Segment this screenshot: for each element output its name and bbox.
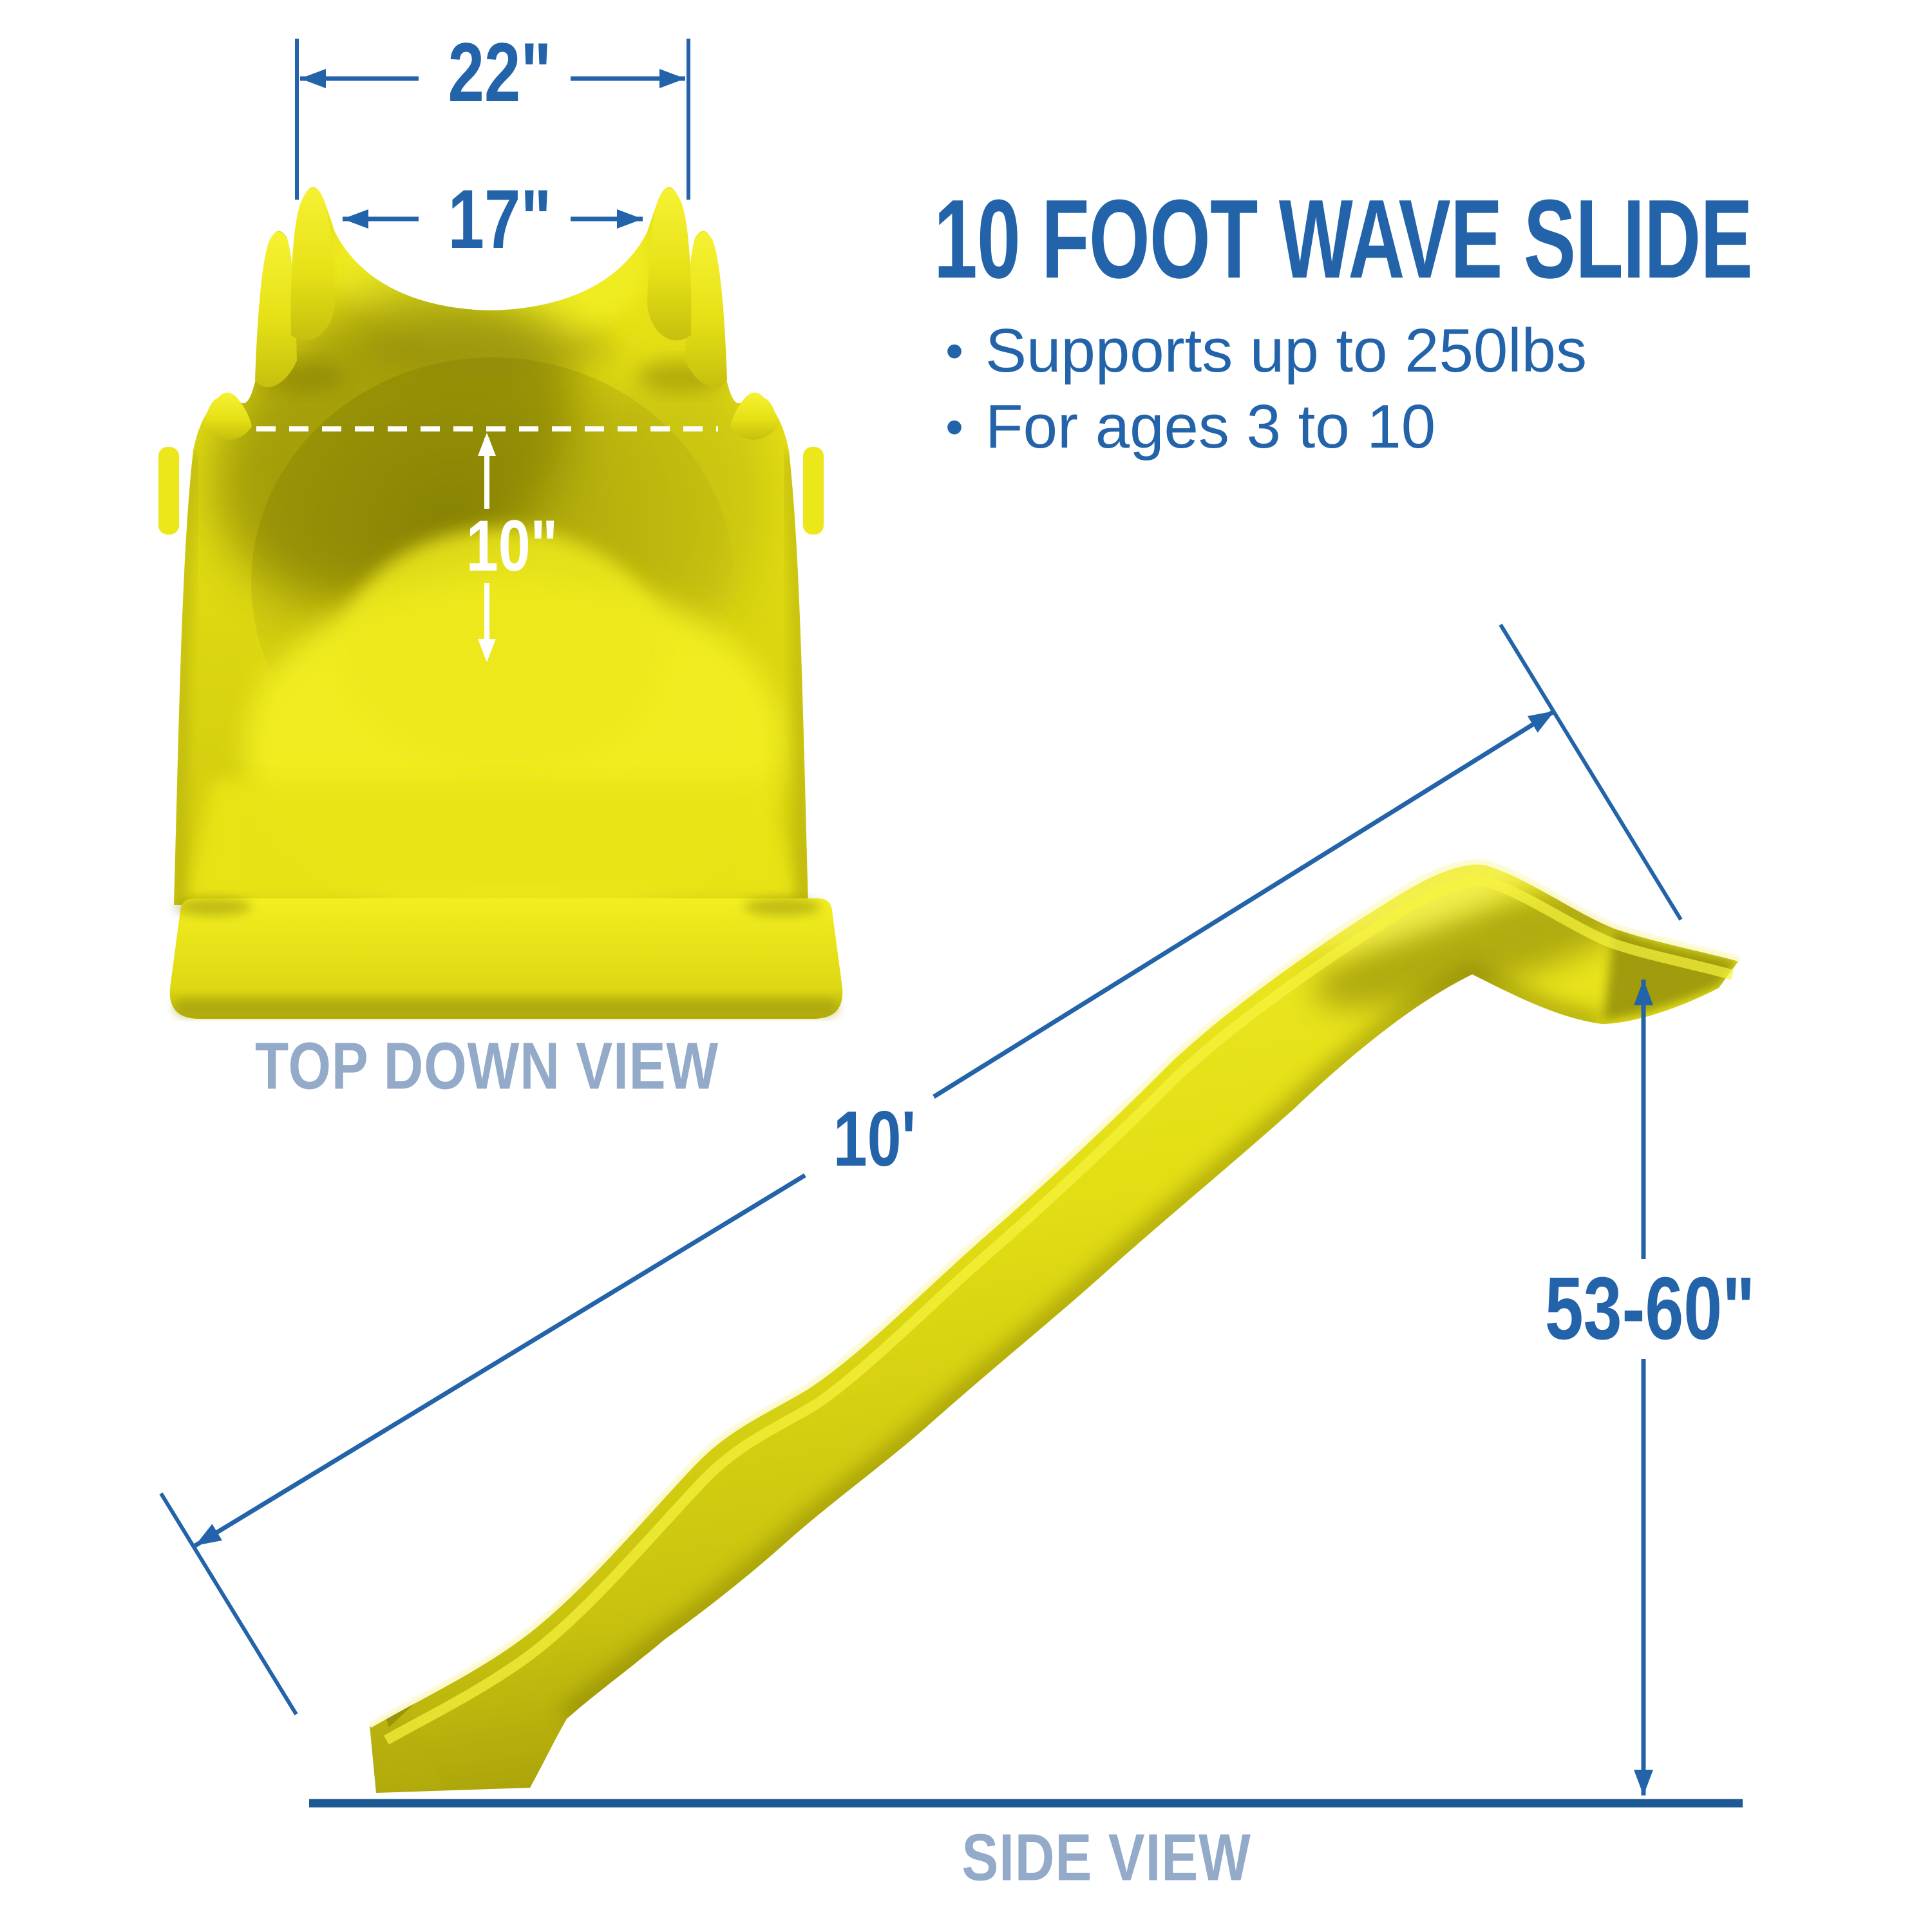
feature-item-label: For ages 3 to 10 <box>985 392 1436 461</box>
feature-list: • Supports up to 250lbs • For ages 3 to … <box>945 313 1587 465</box>
depth-dimension-graphics <box>256 426 718 662</box>
extension-line-top <box>1499 623 1683 921</box>
slide-top-edge-highlight <box>368 858 1741 1728</box>
top-down-view-illustration <box>158 187 843 1019</box>
dimension-label-height-range: 53-60" <box>1544 1259 1756 1358</box>
top-down-base-plate <box>169 898 843 1019</box>
top-down-view-label: TOP DOWN VIEW <box>254 1028 719 1103</box>
dimension-label-inner-width: 17" <box>448 172 552 266</box>
feature-item: • For ages 3 to 10 <box>945 389 1587 465</box>
feature-item-label: Supports up to 250lbs <box>985 316 1587 385</box>
page-title: 10 FOOT WAVE SLIDE <box>934 176 1753 301</box>
dimension-label-outer-width: 22" <box>448 25 552 119</box>
side-view-label: SIDE VIEW <box>961 1820 1251 1895</box>
bullet-icon: • <box>945 322 964 379</box>
extension-line-bottom <box>159 1492 298 1716</box>
dimension-label-length: 10' <box>833 1095 916 1182</box>
dimension-label-depth: 10" <box>466 506 558 586</box>
bullet-icon: • <box>945 398 964 455</box>
dimension-linework <box>159 39 1683 1795</box>
feature-item: • Supports up to 250lbs <box>945 313 1587 389</box>
